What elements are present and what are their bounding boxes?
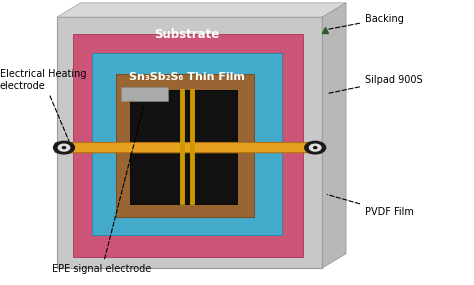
Text: Backing: Backing — [328, 13, 404, 29]
Bar — [116, 74, 254, 217]
Text: Sn₃Sb₂S₆ Thin Film: Sn₃Sb₂S₆ Thin Film — [129, 72, 245, 82]
Bar — [92, 53, 282, 235]
Circle shape — [54, 141, 74, 154]
Bar — [73, 34, 303, 256]
Circle shape — [63, 147, 65, 148]
Circle shape — [310, 144, 321, 151]
Polygon shape — [322, 3, 346, 268]
Circle shape — [314, 147, 317, 148]
Circle shape — [58, 144, 70, 151]
Circle shape — [305, 141, 326, 154]
Text: EPE signal electrode: EPE signal electrode — [52, 105, 152, 274]
Text: PVDF Film: PVDF Film — [328, 195, 414, 217]
Text: Electrical Heating
electrode: Electrical Heating electrode — [0, 69, 86, 141]
Text: Substrate: Substrate — [155, 28, 220, 41]
Bar — [130, 90, 237, 204]
Polygon shape — [57, 3, 346, 17]
Bar — [121, 87, 168, 101]
Text: Silpad 900S: Silpad 900S — [328, 75, 423, 93]
Bar — [57, 17, 322, 268]
FancyBboxPatch shape — [55, 142, 322, 153]
